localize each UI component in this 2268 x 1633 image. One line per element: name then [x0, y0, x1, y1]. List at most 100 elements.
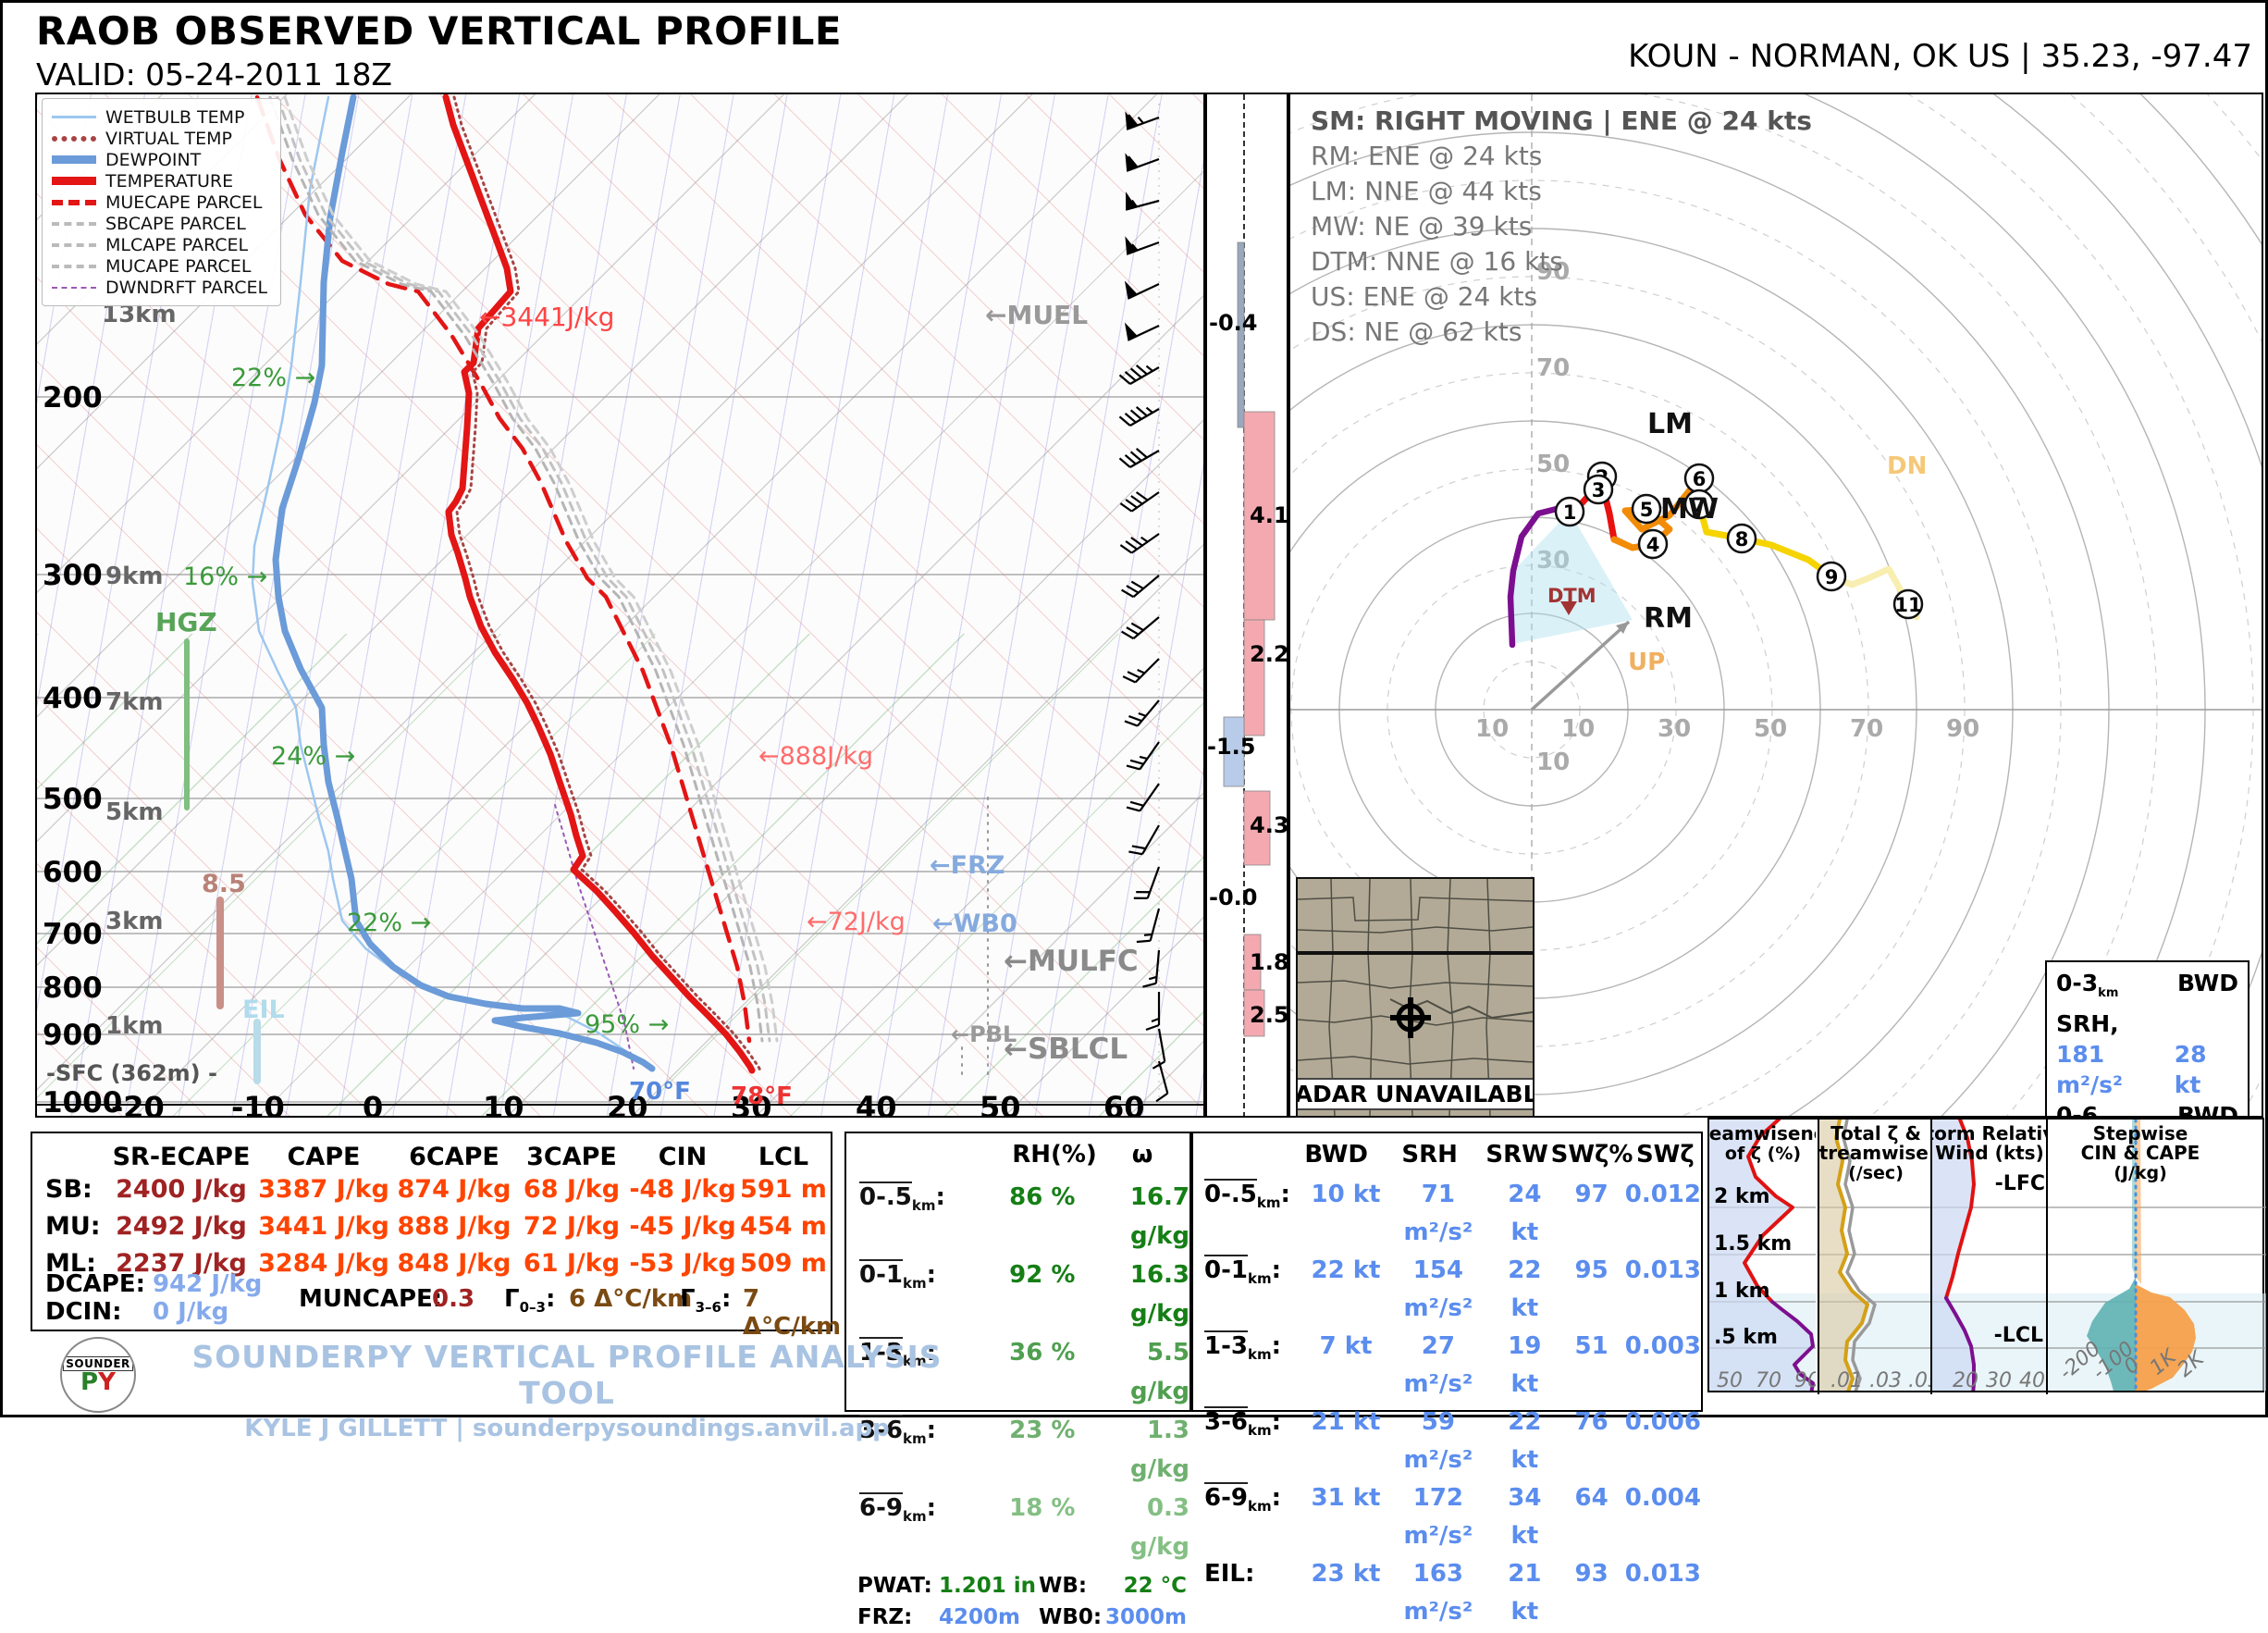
legend-swatch-icon	[52, 177, 96, 185]
svg-text:22% →: 22% →	[347, 909, 431, 937]
svg-text:50: 50	[980, 1090, 1021, 1116]
svg-text:30: 30	[1658, 715, 1691, 743]
svg-text:.03: .03	[1869, 1369, 1902, 1391]
bwd-0-3-value: 28 kt	[2174, 1041, 2207, 1098]
svg-text:1.8: 1.8	[1250, 949, 1287, 975]
wb0-value: 3000m	[1105, 1605, 1187, 1629]
storm-motion-line: SM: RIGHT MOVING | ENE @ 24 kts	[1311, 105, 1812, 136]
svg-text:Streamwise ζ: Streamwise ζ	[1819, 1142, 1930, 1164]
svg-text:7km: 7km	[105, 688, 163, 716]
svg-text:16% →: 16% →	[183, 563, 267, 591]
pwat-label: PWAT:	[857, 1574, 932, 1598]
dcape-value: 942 J/kg	[153, 1270, 263, 1298]
shear-row: EIL: 23 kt 163 m²/s² 21 kt 93 0.013	[1204, 1560, 1701, 1626]
svg-text:←MUEL: ←MUEL	[985, 300, 1088, 330]
svg-text:600: 600	[43, 856, 103, 889]
svg-text:20: 20	[1953, 1369, 1978, 1391]
legend-swatch-icon	[52, 221, 96, 226]
legend-swatch-icon	[52, 155, 96, 164]
wind-barb-icon	[1133, 866, 1161, 899]
svg-text:-LCL: -LCL	[1994, 1324, 2043, 1347]
svg-text:←PBL: ←PBL	[951, 1021, 1017, 1047]
station-location: KOUN - NORMAN, OK US | 35.23, -97.47	[1628, 38, 2252, 75]
wind-barb-icon	[1125, 111, 1160, 130]
svg-text:24% →: 24% →	[271, 742, 355, 771]
svg-text:CIN & CAPE: CIN & CAPE	[2081, 1142, 2200, 1164]
legend-item: SBCAPE PARCEL	[52, 213, 267, 234]
shear-table: BWD SRH SRW SWζ% SWζ 0-.5km: 10 kt 71 m²/s…	[1191, 1132, 1703, 1626]
svg-text:←FRZ: ←FRZ	[930, 851, 1005, 880]
lapse-3-6-value: 7 Δ°C/km	[743, 1285, 842, 1341]
wind-barb-icon	[1142, 949, 1161, 988]
omega-strip: -0.4 4.1 2.2 -1.5 4.3 -0.0 1.8 2.5	[1205, 93, 1288, 1118]
wind-barb-icon	[1119, 533, 1160, 554]
svg-text:50: 50	[1754, 715, 1787, 743]
mini-panel: Streamwisenessof ζ (%) 2 km 1.5 km 1 km .5 k…	[1709, 1120, 1818, 1394]
wind-barb-icon	[1126, 192, 1160, 211]
shear-row: 3-6km: 21 kt 59 m²/s² 22 kt 76 0.006	[1204, 1406, 1701, 1474]
svg-text:70: 70	[1536, 354, 1570, 382]
col-lcl: LCL	[758, 1143, 809, 1171]
wind-barb-icon	[1124, 322, 1160, 341]
legend-item: VIRTUAL TEMP	[52, 128, 267, 149]
legend-label: VIRTUAL TEMP	[105, 128, 233, 149]
row-mu: MU:	[45, 1212, 101, 1241]
svg-text:.5 km: .5 km	[1714, 1326, 1778, 1349]
hodograph-panel: 101030507090305070901012345678911LMMWRMD…	[1288, 93, 2263, 1118]
legend-item: DEWPOINT	[52, 149, 267, 170]
svg-text:LM: LM	[1647, 408, 1693, 440]
wind-barb-icon	[1125, 236, 1160, 255]
wind-barb-icon	[1118, 406, 1160, 427]
legend-label: DEWPOINT	[105, 149, 202, 170]
svg-text:300: 300	[43, 559, 103, 592]
lapse-0-3-value: 6 Δ°C/km	[569, 1285, 693, 1313]
shear-row: 0-1km: 22 kt 154 m²/s² 22 kt 95 0.013	[1204, 1255, 1701, 1322]
svg-text:30: 30	[1986, 1369, 2012, 1391]
wind-barb-icon	[1121, 616, 1160, 640]
bwd-header: BWD	[1304, 1141, 1368, 1169]
svg-text:4.3: 4.3	[1250, 812, 1287, 838]
wb-value: 22 °C	[1123, 1574, 1187, 1598]
col-cin: CIN	[658, 1143, 708, 1171]
svg-text:←3441J/kg: ←3441J/kg	[479, 302, 614, 332]
svg-text:90: 90	[1536, 258, 1570, 286]
svg-text:(/sec): (/sec)	[1848, 1163, 1904, 1183]
svg-text:50: 50	[1717, 1369, 1743, 1391]
legend-swatch-icon	[52, 116, 96, 118]
wind-barb-icon	[1128, 824, 1160, 856]
author-link: KYLE J GILLETT | sounderpysoundings.anvi…	[244, 1415, 890, 1442]
srh-bwd-stats-box: 0-3km SRH, BWD 181 m²/s² 28 kt 0-6km SRH…	[2045, 960, 2250, 1303]
svg-text:70: 70	[1850, 715, 1883, 743]
svg-text:←72J/kg: ←72J/kg	[807, 908, 906, 936]
shear-row: 1-3km: 7 kt 27 m²/s² 19 kt 51 0.003	[1204, 1330, 1701, 1398]
page-title: RAOB OBSERVED VERTICAL PROFILE	[36, 8, 843, 54]
wind-barb-icon	[1126, 741, 1160, 771]
wind-barb-icon	[1118, 365, 1160, 385]
svg-text:30: 30	[731, 1090, 772, 1116]
mini-panel-chart: Streamwisenessof ζ (%) 2 km 1.5 km 1 km .5 k…	[1709, 1120, 1816, 1391]
legend-swatch-icon	[52, 199, 96, 205]
bwd-0-3-label: BWD	[2176, 970, 2238, 996]
skewt-chart: 200300400500600700800900100013km9km7km5k…	[37, 94, 1203, 1116]
lapse-0-3-label: Γ0–3:	[504, 1285, 556, 1317]
shear-row: 0-.5km: 10 kt 71 m²/s² 24 kt 97 0.012	[1204, 1179, 1701, 1246]
svg-text:4: 4	[1646, 534, 1660, 556]
svg-text:90: 90	[1794, 1369, 1816, 1391]
legend-label: MLCAPE PARCEL	[105, 234, 249, 255]
svg-text:RM: RM	[1644, 602, 1693, 635]
storm-motion-line: MW: NE @ 39 kts	[1311, 211, 1533, 241]
legend-label: MUCAPE PARCEL	[105, 255, 252, 277]
valid-timestamp: VALID: 05-24-2011 18Z	[36, 56, 393, 93]
wind-barb-icon	[1145, 992, 1161, 1032]
svg-text:70°F: 70°F	[629, 1078, 691, 1106]
svg-text:0: 0	[363, 1090, 383, 1116]
svg-text:1.5 km: 1.5 km	[1714, 1232, 1792, 1256]
svg-text:8.5: 8.5	[202, 870, 246, 898]
wind-barb-icon	[1126, 783, 1160, 812]
wind-barb-icon	[1118, 448, 1160, 468]
wind-barb-icon	[1122, 658, 1160, 684]
svg-text:←SBLCL: ←SBLCL	[1004, 1033, 1128, 1066]
legend-label: WETBULB TEMP	[105, 106, 245, 128]
